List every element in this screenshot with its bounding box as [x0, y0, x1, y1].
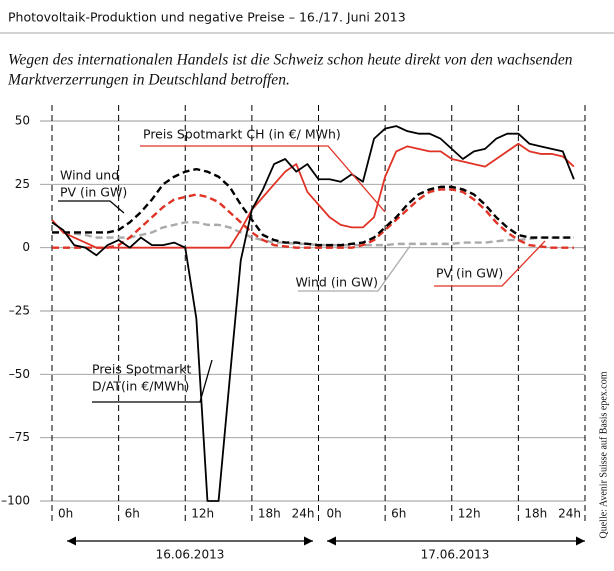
annotation: PV (in GW) [436, 266, 503, 281]
y-tick-label: –100 [1, 494, 30, 508]
subtitle-line: Wegen des internationalen Handels ist di… [8, 52, 573, 69]
leader-line [58, 200, 125, 214]
x-tick-label: 12h [191, 507, 214, 521]
x-tick-label: 12h [458, 507, 481, 521]
series-line [52, 188, 574, 249]
series-line [52, 221, 574, 247]
y-tick-label: –50 [9, 367, 30, 381]
date-label: 16.06.2013 [156, 548, 225, 562]
leader-line [92, 359, 213, 403]
y-tick-label: –75 [9, 430, 30, 444]
x-tick-label: 24h [292, 507, 315, 521]
date-label: 17.06.2013 [421, 548, 490, 562]
x-tick-label: 18h [524, 507, 547, 521]
series-line [51, 142, 575, 249]
y-tick-label: 0 [22, 240, 30, 254]
annotation: PV (in GW) [60, 185, 127, 200]
x-tick-label: 18h [258, 507, 281, 521]
annotation: Wind (in GW) [295, 275, 378, 290]
leader-line [140, 145, 386, 213]
x-tick-label: 0h [58, 507, 73, 521]
x-tick-label: 6h [391, 507, 406, 521]
y-tick-label: 25 [15, 177, 30, 191]
leader-line [298, 245, 411, 292]
chart-title: Photovoltaik-Produktion und negative Pre… [8, 10, 406, 25]
annotation: D/AT(in €/MWh) [92, 379, 189, 394]
y-tick-label: 50 [15, 114, 30, 128]
subtitle-line: Marktverzerrungen in Deutschland betroff… [7, 72, 290, 89]
source: Quelle: Avenir Suisse auf Basis epex.com [598, 371, 609, 538]
annotation: Preis Spotmarkt CH (in €/ MWh) [143, 127, 341, 142]
annotation: Wind und [60, 168, 119, 183]
y-tick-label: –25 [9, 304, 30, 318]
annotation: Preis Spotmarkt [92, 362, 191, 377]
leader-line [434, 240, 546, 287]
x-tick-label: 6h [125, 507, 140, 521]
series-line [52, 167, 574, 247]
x-tick-label: 0h [327, 507, 342, 521]
x-tick-label: 24h [558, 507, 581, 521]
series-line [51, 125, 575, 502]
